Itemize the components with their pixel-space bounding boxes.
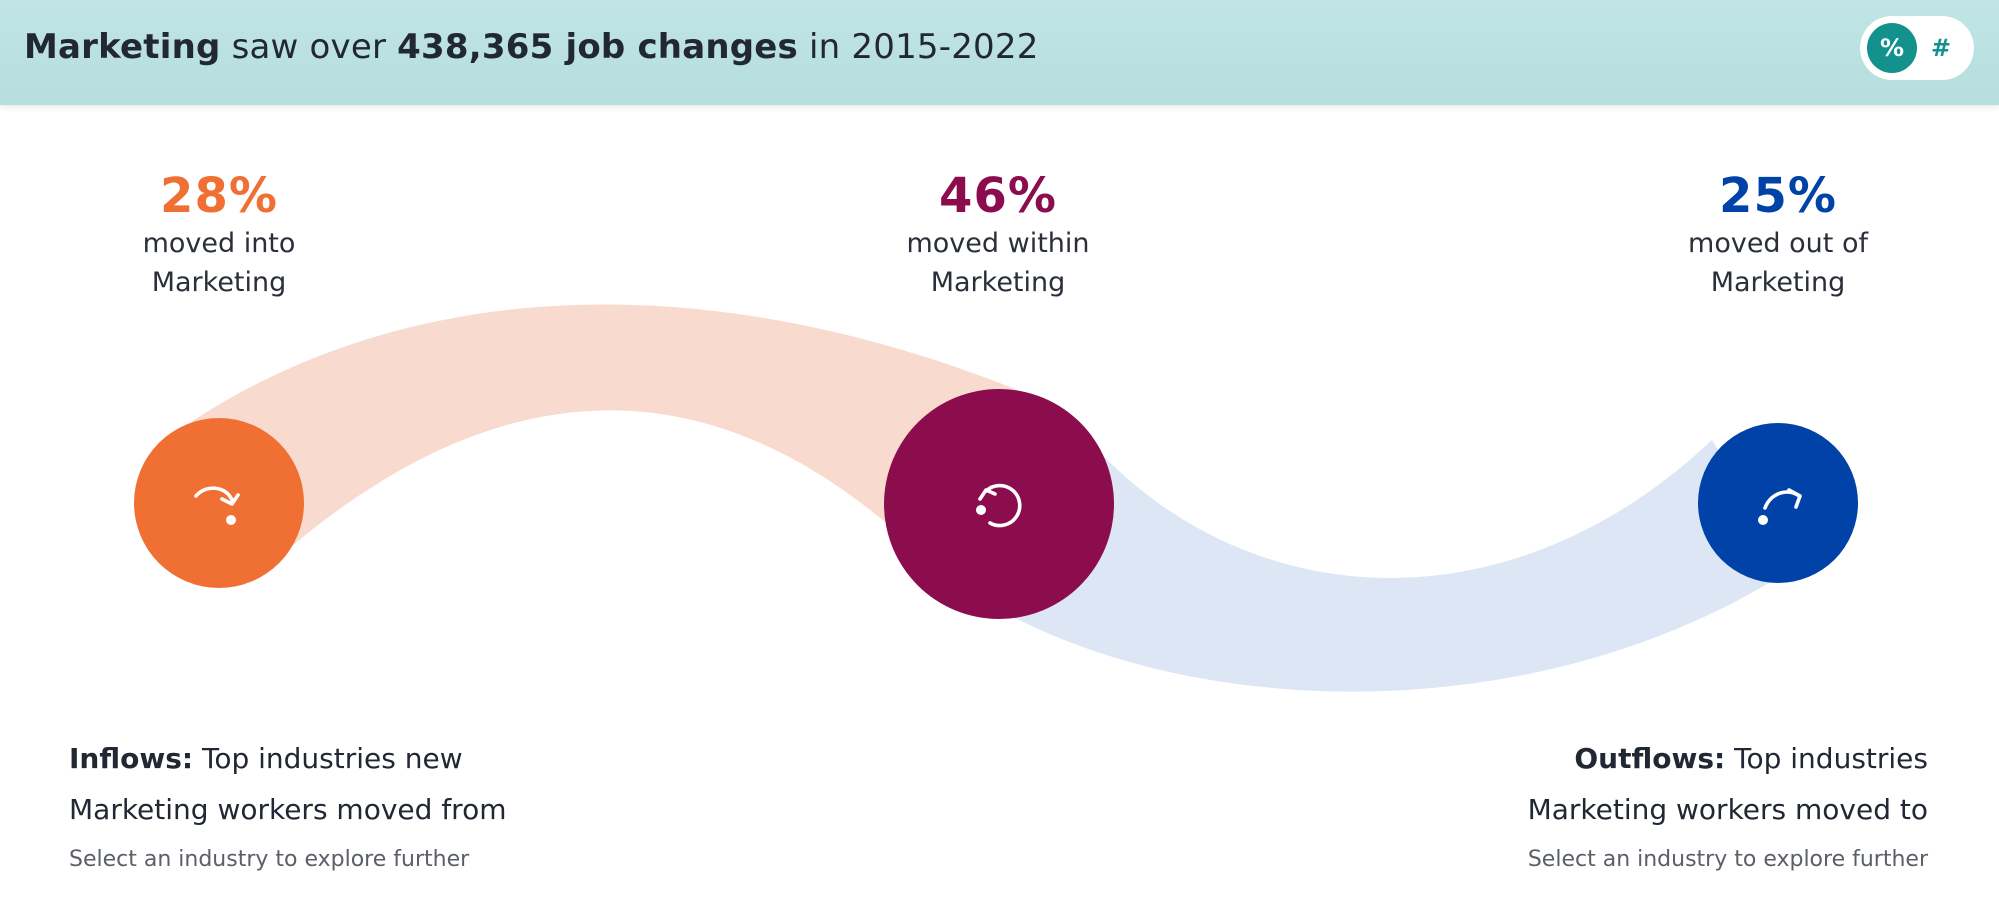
loop-arrow-icon	[976, 483, 1022, 528]
within-stat: 46% moved within Marketing	[848, 168, 1148, 302]
inflows-title-line1: Top industries new	[193, 742, 463, 775]
inflows-title: Inflows: Top industries new	[69, 733, 589, 784]
inflow-stat: 28% moved into Marketing	[69, 168, 369, 302]
unit-toggle[interactable]: % #	[1860, 16, 1974, 80]
inflow-node[interactable]	[134, 418, 304, 588]
headline-text: saw over	[220, 27, 398, 67]
outflow-label-line1: moved out of	[1688, 228, 1868, 259]
within-label-line2: Marketing	[930, 267, 1066, 298]
arrow-out-icon	[1758, 488, 1802, 525]
summary-header: Marketing saw over 438,365 job changes i…	[0, 0, 1999, 105]
outflow-label-line2: Marketing	[1710, 267, 1846, 298]
outflow-node[interactable]	[1698, 423, 1858, 583]
percent-toggle-button[interactable]: %	[1867, 23, 1917, 73]
headline: Marketing saw over 438,365 job changes i…	[24, 27, 1039, 67]
outflow-band	[1000, 430, 1790, 692]
within-node[interactable]	[884, 389, 1114, 619]
outflows-hint: Select an industry to explore further	[1527, 847, 1928, 872]
count-toggle-button[interactable]: #	[1930, 34, 1952, 62]
within-percent: 46%	[939, 168, 1057, 224]
outflows-title: Outflows: Top industries	[1408, 733, 1928, 784]
inflows-panel: Inflows: Top industries new Marketing wo…	[69, 733, 589, 876]
outflows-title-label: Outflows:	[1574, 742, 1726, 775]
arrow-into-icon	[194, 486, 240, 525]
inflows-title-line2: Marketing workers moved from	[69, 793, 507, 826]
outflow-stat: 25% moved out of Marketing	[1628, 168, 1928, 302]
outflow-percent: 25%	[1719, 168, 1837, 224]
headline-count: 438,365 job changes	[397, 27, 798, 67]
inflow-band	[182, 304, 1030, 565]
inflows-hint: Select an industry to explore further	[69, 847, 470, 872]
inflow-percent: 28%	[160, 168, 278, 224]
headline-field: Marketing	[24, 27, 221, 67]
outflows-panel: Outflows: Top industries Marketing worke…	[1408, 733, 1928, 876]
inflows-title-label: Inflows:	[69, 742, 194, 775]
inflow-label-line1: moved into	[142, 228, 296, 259]
headline-period: in 2015-2022	[798, 27, 1039, 67]
outflows-title-line2: Marketing workers moved to	[1527, 793, 1928, 826]
within-label-line1: moved within	[906, 228, 1090, 259]
outflows-title-line1: Top industries	[1725, 742, 1928, 775]
inflow-label-line2: Marketing	[151, 267, 287, 298]
